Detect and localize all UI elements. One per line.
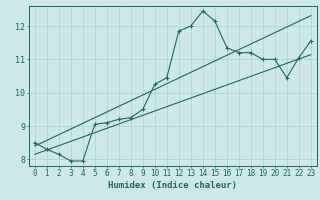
X-axis label: Humidex (Indice chaleur): Humidex (Indice chaleur) — [108, 181, 237, 190]
